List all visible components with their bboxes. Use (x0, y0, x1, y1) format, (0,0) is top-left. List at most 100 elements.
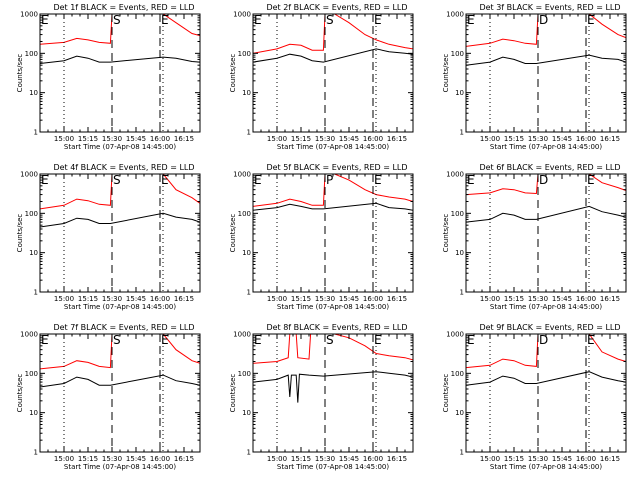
y-tick-label: 100 (451, 50, 464, 58)
y-tick-label: 1000 (446, 331, 464, 339)
series-group (466, 174, 626, 223)
x-tick-label: 16:15 (174, 455, 194, 463)
series-group (40, 14, 200, 64)
y-tick-label: 10 (455, 89, 464, 97)
y-axis-label: Counts/sec (442, 374, 450, 413)
x-tick-label: 15:45 (552, 135, 572, 143)
x-tick-label: 15:45 (126, 295, 146, 303)
y-tick-label: 100 (25, 210, 38, 218)
y-tick-label: 10 (29, 89, 38, 97)
x-axis-label: Start Time (07-Apr-08 14:45:00) (277, 463, 389, 471)
x-tick-label: 15:45 (339, 455, 359, 463)
lld-series-line (466, 334, 626, 369)
x-tick-label: 15:15 (78, 135, 98, 143)
x-tick-label: 16:00 (150, 295, 170, 303)
x-axis-label: Start Time (07-Apr-08 14:45:00) (277, 303, 389, 311)
x-tick-label: 16:15 (387, 135, 407, 143)
y-axis-label: Counts/sec (16, 374, 24, 413)
y-tick-label: 1 (34, 449, 38, 457)
x-tick-label: 15:00 (480, 295, 500, 303)
x-tick-label: 16:00 (150, 455, 170, 463)
y-tick-label: 10 (29, 249, 38, 257)
x-tick-label: 15:30 (528, 295, 548, 303)
marker-label: D (539, 173, 548, 187)
events-series-line (466, 205, 626, 223)
y-tick-label: 100 (25, 370, 38, 378)
series-group (466, 334, 626, 386)
x-axis-label: Start Time (07-Apr-08 14:45:00) (490, 303, 602, 311)
y-tick-label: 1000 (20, 11, 38, 19)
marker-label: E (587, 333, 595, 347)
y-tick-label: 10 (455, 409, 464, 417)
y-tick-label: 100 (451, 370, 464, 378)
x-tick-label: 16:15 (387, 295, 407, 303)
x-axis-label: Start Time (07-Apr-08 14:45:00) (277, 143, 389, 151)
chart-title: Det 3f BLACK = Events, RED = LLD (479, 3, 620, 12)
marker-label: E (467, 333, 475, 347)
y-axis-label: Counts/sec (442, 54, 450, 93)
events-series-line (253, 202, 413, 211)
marker-label: D (539, 333, 548, 347)
x-tick-label: 15:00 (480, 455, 500, 463)
y-tick-label: 100 (238, 210, 251, 218)
x-tick-label: 15:15 (504, 455, 524, 463)
events-series-line (40, 55, 200, 64)
x-tick-label: 16:00 (363, 135, 383, 143)
x-tick-label: 15:45 (339, 295, 359, 303)
lld-series-line (40, 174, 200, 210)
x-tick-label: 15:30 (102, 135, 122, 143)
x-tick-label: 15:30 (528, 135, 548, 143)
events-series-line (253, 371, 413, 403)
lld-series-line (40, 14, 200, 45)
lld-series-line (253, 174, 413, 207)
x-tick-label: 16:15 (600, 135, 620, 143)
y-tick-label: 1000 (446, 171, 464, 179)
marker-label: E (254, 13, 262, 27)
x-tick-label: 15:45 (552, 295, 572, 303)
marker-label: E (161, 333, 169, 347)
x-tick-label: 16:15 (600, 455, 620, 463)
y-tick-label: 10 (242, 249, 251, 257)
marker-label: P (326, 173, 333, 187)
y-tick-label: 1000 (20, 331, 38, 339)
marker-label: S (326, 333, 334, 347)
y-tick-label: 1 (34, 289, 38, 297)
y-tick-label: 1000 (233, 11, 251, 19)
series-group (466, 14, 626, 66)
chart-title: Det 5f BLACK = Events, RED = LLD (266, 163, 407, 172)
y-tick-label: 1 (247, 289, 251, 297)
events-series-line (40, 374, 200, 388)
x-tick-label: 15:45 (126, 135, 146, 143)
x-tick-label: 15:30 (315, 455, 335, 463)
x-tick-label: 15:30 (102, 295, 122, 303)
x-tick-label: 15:15 (78, 455, 98, 463)
marker-label: E (374, 173, 382, 187)
x-tick-label: 16:00 (576, 135, 596, 143)
x-axis-label: Start Time (07-Apr-08 14:45:00) (490, 143, 602, 151)
x-tick-label: 16:00 (576, 295, 596, 303)
x-tick-label: 15:15 (291, 455, 311, 463)
y-axis-label: Counts/sec (229, 374, 237, 413)
y-axis-label: Counts/sec (229, 214, 237, 253)
series-group (253, 14, 413, 63)
lld-series-line (253, 334, 413, 364)
x-tick-label: 15:30 (315, 295, 335, 303)
series-group (40, 174, 200, 228)
lld-series-line (253, 14, 413, 54)
y-tick-label: 10 (242, 409, 251, 417)
y-tick-label: 100 (238, 50, 251, 58)
x-tick-label: 15:30 (528, 455, 548, 463)
x-tick-label: 15:00 (267, 295, 287, 303)
x-tick-label: 16:00 (150, 135, 170, 143)
events-series-line (40, 212, 200, 228)
x-tick-label: 16:15 (600, 295, 620, 303)
marker-label: E (161, 13, 169, 27)
chart-title: Det 9f BLACK = Events, RED = LLD (479, 323, 620, 332)
series-group (40, 334, 200, 388)
y-tick-label: 100 (451, 210, 464, 218)
x-tick-label: 15:45 (339, 135, 359, 143)
chart-title: Det 6f BLACK = Events, RED = LLD (479, 163, 620, 172)
